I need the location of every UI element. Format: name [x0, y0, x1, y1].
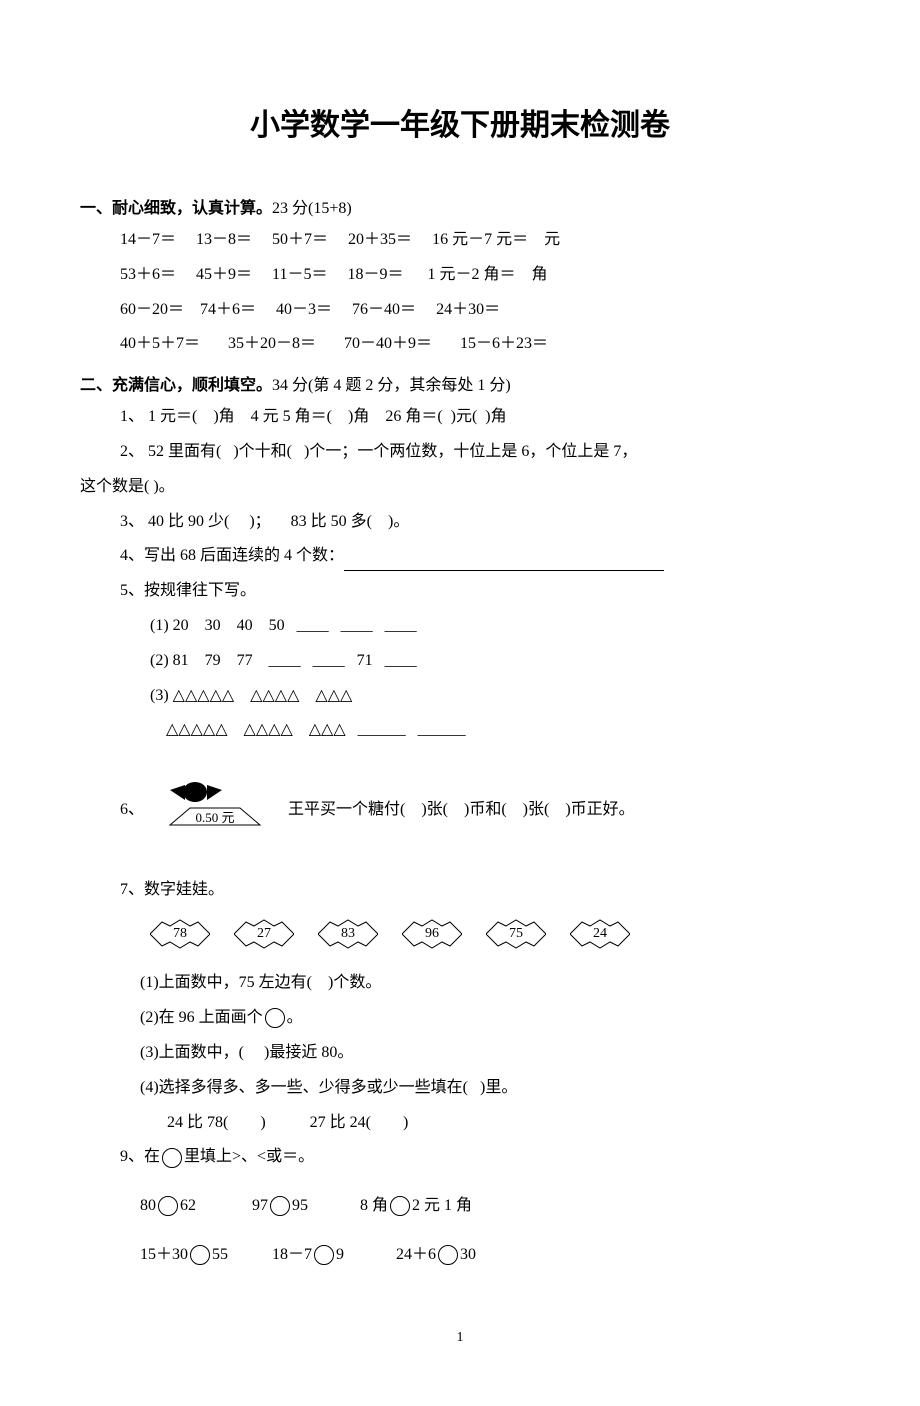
num-value: 27 [257, 926, 271, 942]
num-shape: 75 [486, 914, 546, 954]
q5-label: 5、按规律往下写。 [120, 577, 840, 606]
num-value: 96 [425, 926, 439, 942]
q3: 3、 40 比 90 少( )； 83 比 50 多( )。 [120, 508, 840, 537]
q7-s3: (3)上面数中，( )最接近 80。 [140, 1039, 840, 1068]
num-value: 83 [341, 926, 355, 942]
cmp-val: 30 [460, 1246, 476, 1263]
q5-r2: (2) 81 79 77 ____ ____ 71 ____ [150, 647, 840, 676]
q7-label: 7、数字娃娃。 [120, 876, 840, 905]
q9-r2: 15＋30 55 18－7 9 24＋6 30 [140, 1241, 840, 1270]
calc-row-4: 40＋5＋7＝ 35＋20－8＝ 70－40＋9＝ 15－6＋23＝ [120, 330, 840, 359]
cmp-val: 62 [180, 1197, 196, 1214]
circle-icon [162, 1148, 182, 1168]
calc-cell: 11－5＝ [272, 266, 327, 283]
calc-cell: 20＋35＝ [348, 231, 412, 248]
calc-cell: 1 元－2 角＝ 角 [427, 266, 547, 283]
q2b: 这个数是( )。 [80, 473, 840, 502]
q6: 6、 0.50 元 王平买一个糖付( )张( )币和( )张( )币正好。 [120, 751, 840, 869]
section2-header: 二、充满信心，顺利填空。34 分(第 4 题 2 分，其余每处 1 分) [80, 371, 840, 395]
calc-cell: 24＋30＝ [436, 301, 500, 318]
section1-points: 23 分(15+8) [272, 200, 352, 217]
q2a: 2、 52 里面有( )个十和( )个一；一个两位数，十位上是 6，个位上是 7… [120, 438, 840, 467]
calc-cell: 50＋7＝ [272, 231, 328, 248]
q4: 4、写出 68 后面连续的 4 个数： [120, 542, 840, 571]
q9-label-a: 9、在 [120, 1148, 160, 1165]
calc-row-2: 53＋6＝ 45＋9＝ 11－5＝ 18－9＝ 1 元－2 角＝ 角 [120, 261, 840, 290]
q7-numbers-row: 78 27 83 96 75 24 [140, 914, 840, 954]
q5-r1: (1) 20 30 40 50 ____ ____ ____ [150, 612, 840, 641]
page-title: 小学数学一年级下册期末检测卷 [80, 100, 840, 144]
cmp-val: 8 角 [360, 1197, 388, 1214]
circle-icon [265, 1008, 285, 1028]
num-shape: 83 [318, 914, 378, 954]
calc-cell: 45＋9＝ [196, 266, 252, 283]
cmp-val: 97 [252, 1197, 268, 1214]
calc-cell: 76－40＝ [352, 301, 416, 318]
section2-header-label: 二、充满信心，顺利填空。 [80, 377, 272, 394]
cmp-val: 2 元 1 角 [412, 1197, 472, 1214]
circle-icon [438, 1245, 458, 1265]
candy-price: 0.50 元 [196, 810, 235, 825]
section1-header-label: 一、耐心细致，认真计算。 [80, 200, 272, 217]
calc-cell: 70－40＋9＝ [344, 335, 432, 352]
calc-cell: 40－3＝ [276, 301, 332, 318]
cmp-val: 80 [140, 1197, 156, 1214]
calc-cell: 18－9＝ [347, 266, 403, 283]
q7-s4: (4)选择多得多、多一些、少得多或少一些填在( )里。 [140, 1074, 840, 1103]
q9-r1: 80 62 97 95 8 角 2 元 1 角 [140, 1192, 840, 1221]
q7-s2: (2)在 96 上面画个。 [140, 1004, 840, 1033]
calc-cell: 53＋6＝ [120, 266, 176, 283]
circle-icon [390, 1196, 410, 1216]
q9-label: 9、在 里填上>、<或＝。 [120, 1143, 840, 1172]
circle-icon [270, 1196, 290, 1216]
q9-label-b: 里填上>、<或＝。 [184, 1148, 314, 1165]
circle-icon [314, 1245, 334, 1265]
calc-cell: 15－6＋23＝ [460, 335, 548, 352]
calc-cell: 13－8＝ [196, 231, 252, 248]
candy-icon: 0.50 元 [144, 751, 270, 869]
calc-cell: 74＋6＝ [200, 301, 256, 318]
circle-icon [158, 1196, 178, 1216]
q5-r3a: (3) △△△△△ △△△△ △△△ [150, 682, 840, 711]
q1: 1、 1 元＝( )角 4 元 5 角＝( )角 26 角＝( )元( )角 [120, 403, 840, 432]
page-number: 1 [80, 1330, 840, 1346]
calc-cell: 60－20＝ [120, 301, 184, 318]
calc-cell: 16 元－7 元＝ 元 [432, 231, 560, 248]
q4-label: 4、写出 68 后面连续的 4 个数： [120, 547, 344, 564]
q7-s2-text: (2)在 96 上面画个 [140, 1009, 263, 1026]
calc-cell: 35＋20－8＝ [228, 335, 316, 352]
cmp-val: 9 [336, 1246, 344, 1263]
q7-s4b: 24 比 78( ) 27 比 24( ) [155, 1109, 840, 1138]
cmp-val: 55 [212, 1246, 228, 1263]
section1-header: 一、耐心细致，认真计算。23 分(15+8) [80, 194, 840, 218]
num-value: 24 [593, 926, 607, 942]
num-shape: 96 [402, 914, 462, 954]
calc-cell: 14－7＝ [120, 231, 176, 248]
cmp-val: 24＋6 [396, 1246, 436, 1263]
circle-icon [190, 1245, 210, 1265]
cmp-val: 15＋30 [140, 1246, 188, 1263]
num-value: 75 [509, 926, 523, 942]
num-shape: 27 [234, 914, 294, 954]
calc-row-3: 60－20＝ 74＋6＝ 40－3＝ 76－40＝ 24＋30＝ [120, 296, 840, 325]
num-shape: 24 [570, 914, 630, 954]
cmp-val: 95 [292, 1197, 308, 1214]
q7-s1: (1)上面数中，75 左边有( )个数。 [140, 969, 840, 998]
section2-points: 34 分(第 4 题 2 分，其余每处 1 分) [272, 377, 511, 394]
calc-row-1: 14－7＝ 13－8＝ 50＋7＝ 20＋35＝ 16 元－7 元＝ 元 [120, 226, 840, 255]
num-value: 78 [173, 926, 187, 942]
num-shape: 78 [150, 914, 210, 954]
calc-cell: 40＋5＋7＝ [120, 335, 200, 352]
cmp-val: 18－7 [272, 1246, 312, 1263]
q6-text: 王平买一个糖付( )张( )币和( )张( )币正好。 [280, 801, 635, 818]
q4-blank [344, 570, 664, 571]
q5-r3b: △△△△△ △△△△ △△△ ______ ______ [150, 716, 840, 745]
